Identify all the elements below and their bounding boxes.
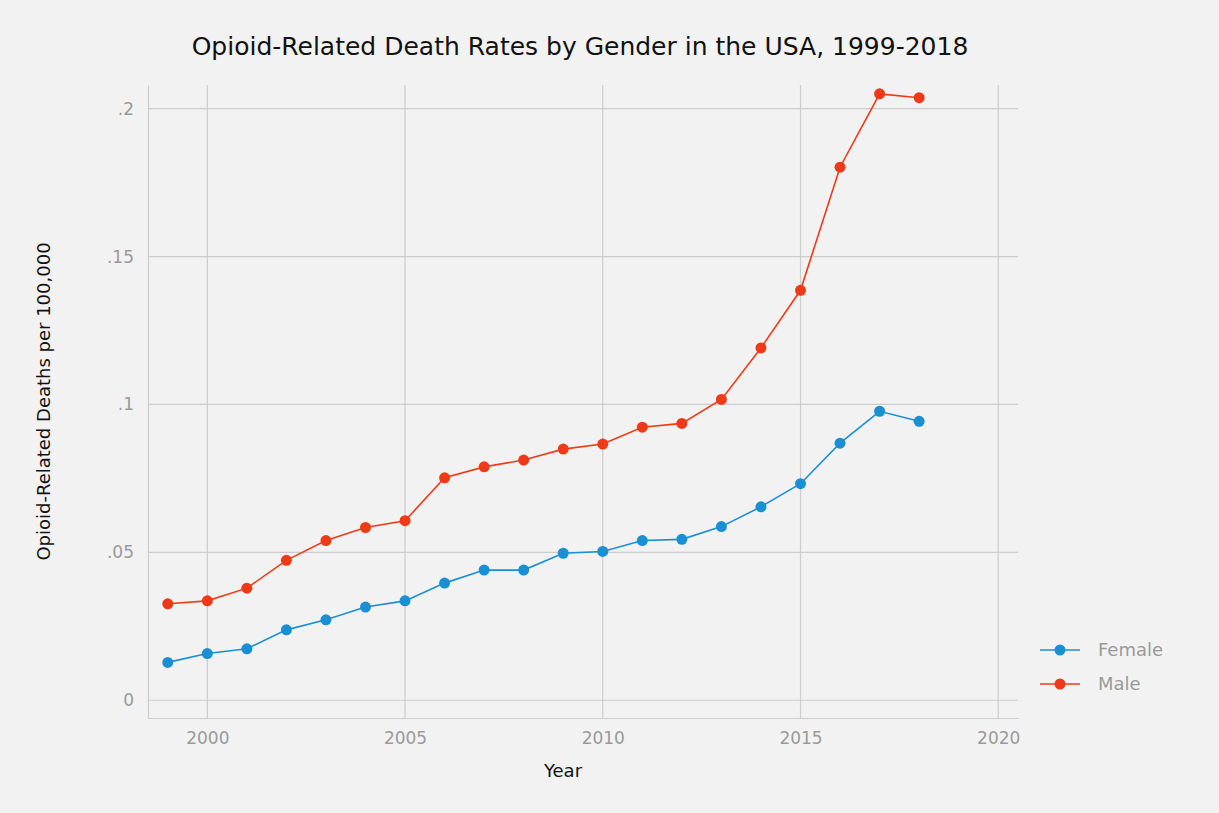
tick-label: .15 <box>107 247 134 267</box>
point <box>400 515 411 526</box>
x-axis-title: Year <box>543 760 583 781</box>
legend-label: Male <box>1098 673 1141 694</box>
tick: .15 <box>107 247 148 267</box>
tick: .05 <box>107 542 148 562</box>
point <box>597 546 608 557</box>
point <box>360 602 371 613</box>
tick: 2020 <box>977 718 1020 748</box>
legend: Female Male <box>1040 639 1163 694</box>
point <box>360 522 371 533</box>
point <box>518 565 529 576</box>
point <box>281 555 292 566</box>
series-line <box>168 94 919 604</box>
tick: 2000 <box>186 718 229 748</box>
axis-line <box>148 86 149 719</box>
axis-line <box>149 718 1019 719</box>
grid-line <box>800 85 801 718</box>
tick-label: 0 <box>123 690 134 710</box>
tick: .2 <box>118 99 148 119</box>
grid-line <box>148 108 1018 109</box>
point <box>914 92 925 103</box>
grid-line <box>207 85 208 718</box>
point <box>320 535 331 546</box>
point <box>558 548 569 559</box>
point <box>558 444 569 455</box>
point <box>597 439 608 450</box>
grid-line <box>602 85 603 718</box>
point <box>835 162 846 173</box>
point <box>202 595 213 606</box>
point <box>202 648 213 659</box>
point <box>162 657 173 668</box>
background <box>0 0 1219 813</box>
tick-label: 2010 <box>582 728 625 748</box>
point <box>755 501 766 512</box>
title: Opioid-Related Death Rates by Gender in … <box>192 32 969 61</box>
point <box>914 416 925 427</box>
tick-label: .05 <box>107 542 134 562</box>
legend-label: Female <box>1098 639 1163 660</box>
point <box>755 342 766 353</box>
tick-label: .1 <box>118 394 134 414</box>
point <box>795 478 806 489</box>
legend-marker <box>1055 679 1066 690</box>
grid-line <box>404 85 405 718</box>
point <box>479 461 490 472</box>
point <box>479 565 490 576</box>
legend-marker <box>1055 645 1066 656</box>
x-axis: 2000 2005 2010 2015 2020 <box>149 718 1021 748</box>
point <box>400 595 411 606</box>
plot-area <box>162 88 924 668</box>
point <box>281 624 292 635</box>
point <box>637 422 648 433</box>
tick: 2010 <box>582 718 625 748</box>
point <box>241 583 252 594</box>
tick-label: 2020 <box>977 728 1020 748</box>
point <box>716 394 727 405</box>
y-axis-title: Opioid-Related Deaths per 100,000 <box>33 242 54 560</box>
point <box>439 578 450 589</box>
y-axis: 0 .05 .1 .15 .2 <box>107 86 149 719</box>
point <box>518 455 529 466</box>
grid-line <box>998 85 999 718</box>
point <box>676 418 687 429</box>
point <box>162 598 173 609</box>
tick-label: 2015 <box>779 728 822 748</box>
point <box>320 614 331 625</box>
point <box>439 472 450 483</box>
point <box>716 521 727 532</box>
grid-line <box>148 256 1018 257</box>
tick-label: 2000 <box>186 728 229 748</box>
grid <box>148 85 1018 718</box>
tick: 2005 <box>384 718 427 748</box>
point <box>874 406 885 417</box>
grid-line <box>148 404 1018 405</box>
point <box>676 534 687 545</box>
point <box>241 643 252 654</box>
point <box>795 285 806 296</box>
series-line <box>168 411 919 662</box>
tick: 0 <box>123 690 148 710</box>
tick: .1 <box>118 394 148 414</box>
tick: 2015 <box>779 718 822 748</box>
tick-label: 2005 <box>384 728 427 748</box>
point <box>874 88 885 99</box>
point <box>835 438 846 449</box>
point <box>637 535 648 546</box>
tick-label: .2 <box>118 99 134 119</box>
grid-line <box>148 700 1018 701</box>
